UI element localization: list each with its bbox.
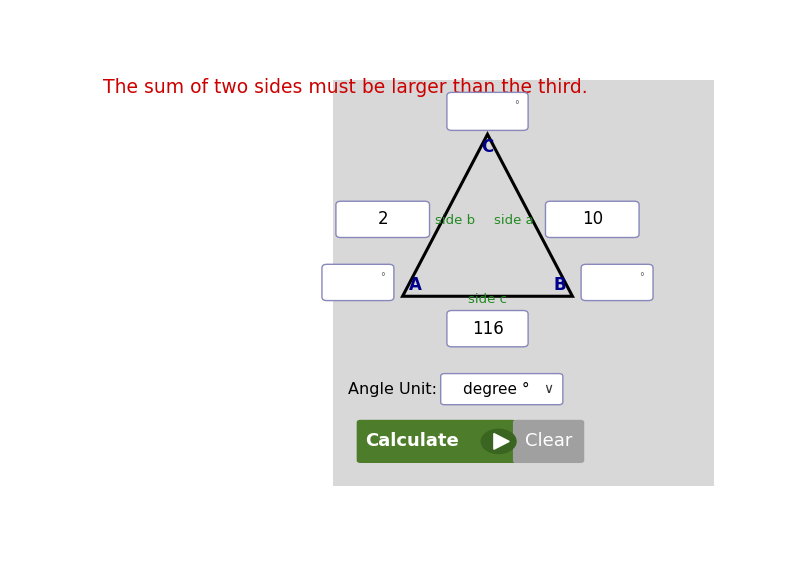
FancyBboxPatch shape xyxy=(357,420,516,463)
Text: side c: side c xyxy=(468,293,507,306)
Text: 10: 10 xyxy=(582,210,603,228)
Text: 2: 2 xyxy=(378,210,388,228)
FancyBboxPatch shape xyxy=(513,420,584,463)
Text: 116: 116 xyxy=(472,320,503,338)
Text: B: B xyxy=(554,277,566,295)
Text: C: C xyxy=(482,138,494,156)
Text: Angle Unit:: Angle Unit: xyxy=(348,381,438,397)
Circle shape xyxy=(482,429,516,453)
Text: °: ° xyxy=(380,272,385,282)
Text: ∨: ∨ xyxy=(543,382,553,396)
FancyBboxPatch shape xyxy=(447,93,528,130)
Text: side b: side b xyxy=(434,214,474,227)
FancyBboxPatch shape xyxy=(581,264,653,301)
Text: °: ° xyxy=(639,272,644,282)
FancyBboxPatch shape xyxy=(336,201,430,237)
FancyBboxPatch shape xyxy=(322,264,394,301)
FancyBboxPatch shape xyxy=(333,80,714,486)
Polygon shape xyxy=(494,434,509,449)
FancyBboxPatch shape xyxy=(441,374,563,404)
Text: side a: side a xyxy=(494,214,534,227)
Text: The sum of two sides must be larger than the third.: The sum of two sides must be larger than… xyxy=(103,78,588,97)
Text: A: A xyxy=(409,277,422,295)
FancyBboxPatch shape xyxy=(546,201,639,237)
Text: Calculate: Calculate xyxy=(365,433,458,450)
Text: °: ° xyxy=(514,100,519,110)
Text: Clear: Clear xyxy=(525,433,572,450)
Text: degree °: degree ° xyxy=(463,381,530,397)
FancyBboxPatch shape xyxy=(447,311,528,347)
